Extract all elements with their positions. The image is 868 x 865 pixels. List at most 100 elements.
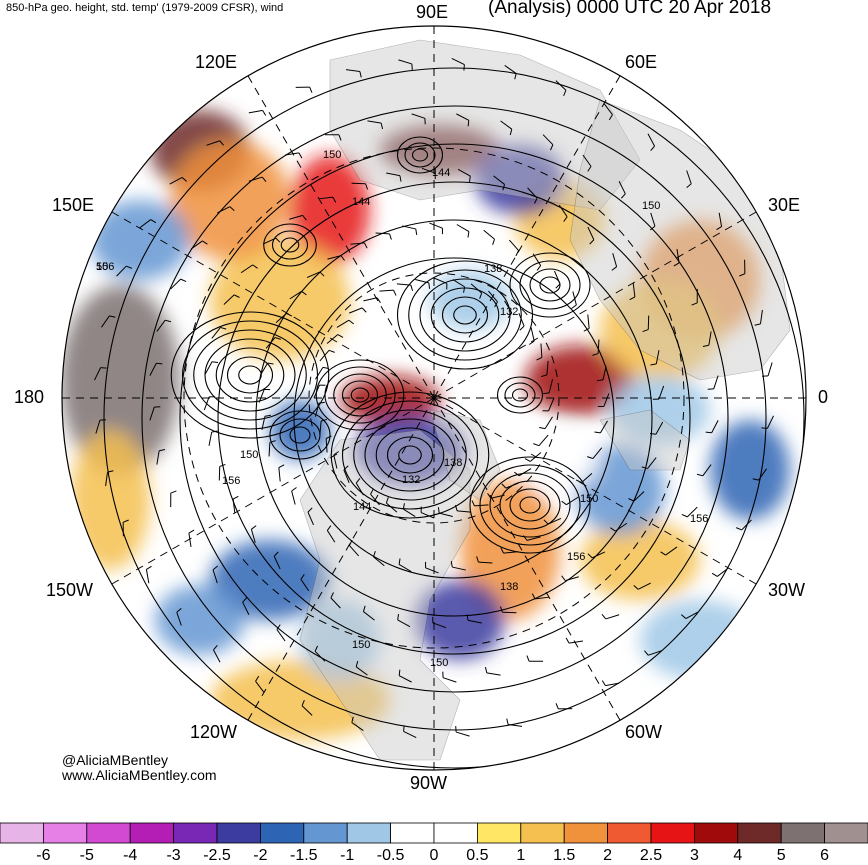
height-contour [263, 223, 317, 267]
wind-barb-feather [402, 503, 405, 510]
wind-barb-feather [492, 238, 495, 245]
height-contour [430, 287, 500, 343]
wind-barb [351, 722, 364, 731]
wind-barb [676, 249, 680, 264]
height-contour [269, 410, 331, 460]
wind-barb-feather [159, 449, 166, 452]
contour-label: 138 [500, 581, 518, 593]
wind-barb [333, 454, 338, 469]
lon-label-60e: 60E [625, 52, 658, 72]
wind-barb [208, 431, 213, 446]
colorbar-tick-label: -3 [166, 847, 181, 864]
wind-barb [314, 650, 326, 662]
wind-barb [217, 206, 231, 214]
wind-barb-feather [524, 458, 531, 462]
wind-barb [355, 666, 368, 676]
land-polygon [599, 409, 691, 471]
wind-barb [421, 167, 436, 174]
wind-barb-feather [589, 239, 595, 245]
wind-barb [527, 187, 538, 199]
wind-barb-feather [255, 675, 260, 682]
colorbar-tick-label: 1.5 [553, 847, 576, 864]
wind-barb-feather [494, 301, 498, 308]
wind-barb [603, 393, 610, 407]
colorbar-tick-label: 0 [429, 847, 439, 864]
contour-label: 150 [580, 493, 598, 505]
wind-barb-feather [318, 401, 325, 404]
wind-barb [116, 265, 127, 277]
wind-barb-feather [536, 265, 542, 271]
wind-barb [766, 415, 774, 429]
wind-barb [398, 675, 412, 683]
wind-barb [592, 551, 606, 559]
wind-barb [156, 319, 166, 332]
wind-barb [190, 240, 203, 250]
wind-barb [314, 403, 320, 417]
wind-barb [425, 567, 439, 574]
wind-barb-feather [107, 470, 114, 473]
wind-barb-feather [467, 120, 470, 127]
wind-barb-feather [376, 297, 381, 303]
lon-label-150e: 150E [52, 195, 95, 215]
wind-barb [307, 511, 314, 526]
colorbar-tick-label: -2 [253, 847, 268, 864]
wind-barb [262, 237, 276, 245]
wind-barb-feather [587, 166, 592, 172]
wind-barb [467, 619, 482, 624]
wind-barb [565, 576, 579, 582]
height-contour [404, 142, 436, 168]
wind-barb-feather [219, 463, 226, 467]
anomaly-blob [475, 145, 565, 215]
wind-barb-feather [549, 144, 554, 151]
wind-barb [486, 672, 501, 676]
wind-barb-feather [601, 680, 606, 686]
wind-barb [741, 519, 752, 531]
wind-barb [655, 421, 664, 435]
wind-barb-feather [252, 264, 258, 269]
wind-barb-feather [541, 374, 548, 378]
wind-barb [605, 614, 620, 620]
wind-barb [319, 421, 322, 436]
height-contour-outer [217, 181, 691, 655]
wind-barb [612, 253, 618, 267]
land-polygon [329, 39, 641, 211]
wind-barb-feather [415, 228, 418, 235]
wind-barb [327, 255, 342, 260]
wind-barb [313, 384, 320, 399]
wind-barb-feather [343, 465, 349, 471]
wind-barb [398, 59, 412, 65]
wind-barb-feather [156, 362, 163, 365]
anomaly-blob [380, 125, 500, 175]
wind-barb-feather [514, 73, 517, 80]
wind-barb-feather [506, 718, 509, 725]
wind-barb [170, 278, 182, 290]
wind-barb [532, 253, 542, 266]
wind-barb-feather [330, 592, 334, 599]
wind-barb [599, 420, 608, 434]
colorbar-swatch [303, 822, 348, 844]
colorbar-tick-label: 1 [516, 847, 526, 864]
map-title-right: (Analysis) 0000 UTC 20 Apr 2018 [488, 0, 772, 18]
wind-barb [367, 120, 382, 124]
wind-barb [212, 569, 218, 584]
wind-barb [176, 612, 182, 626]
temperature-anomaly-shading [62, 110, 790, 740]
wind-barb [544, 416, 553, 429]
credit-handle: @AliciaMBentley [62, 752, 169, 768]
wind-barb-feather [322, 366, 329, 369]
contour-label: 150 [352, 639, 370, 651]
lon-label-90e: 90E [416, 2, 449, 22]
wind-barb [379, 289, 394, 292]
wind-barb [602, 366, 607, 380]
wind-barb-feather [752, 478, 759, 481]
wind-barb-feather [326, 525, 332, 531]
colorbar-swatch [390, 822, 435, 844]
colorbar-tick-label: -1 [340, 847, 355, 864]
wind-barb-feather [348, 319, 354, 325]
wind-barb [566, 496, 579, 506]
wind-barb-feather [539, 427, 546, 430]
wind-barb [261, 416, 266, 430]
wind-barb [546, 360, 549, 375]
height-contour [509, 252, 591, 318]
wind-barb [411, 113, 426, 119]
